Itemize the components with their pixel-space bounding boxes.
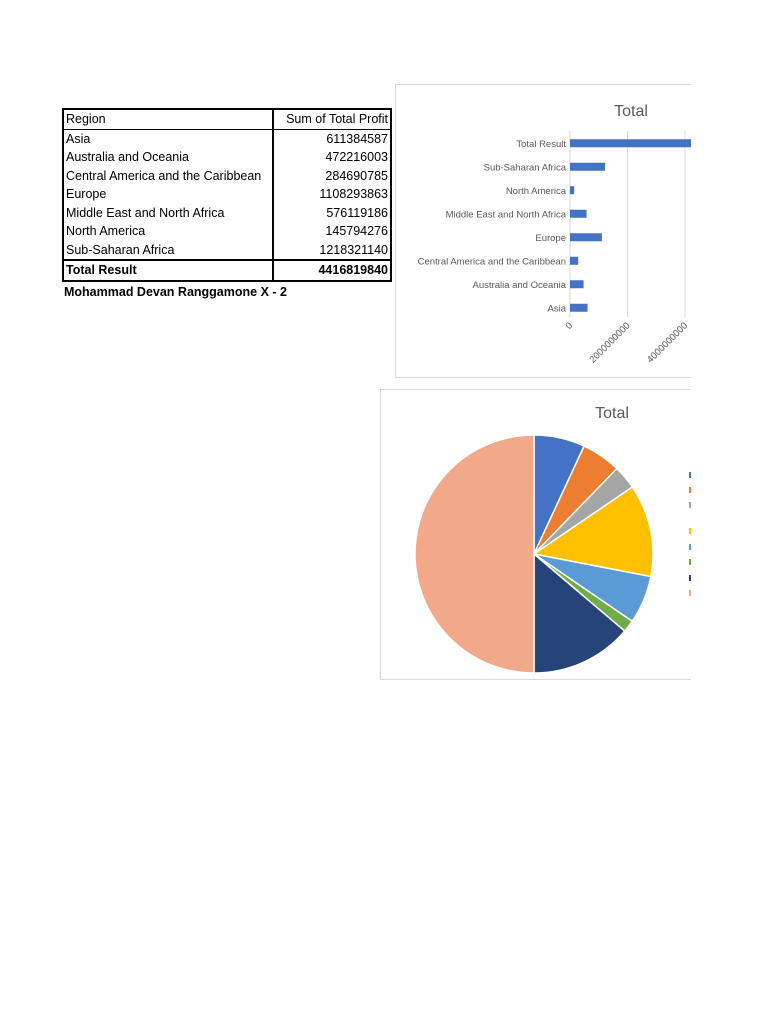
bar-category-label: Australia and Oceania (473, 280, 567, 291)
bar-category-label: Total Result (516, 139, 566, 150)
bar (570, 186, 575, 195)
table-row: Australia and Oceania 472216003 (62, 148, 392, 167)
pie-legend-marker (689, 590, 691, 596)
bar-x-tick-label: 2000000000 (587, 320, 632, 365)
table-header-row: Region Sum of Total Profit (62, 108, 392, 130)
pie-slice (532, 486, 654, 578)
table-row: Sub-Saharan Africa 1218321140 (62, 240, 392, 260)
bar-x-tick-label: 4000000000 (645, 320, 690, 365)
bar-chart: Total 0 2000000000 4000000000 Asia Australia … (395, 84, 691, 378)
row-profit: 145794276 (272, 222, 392, 241)
row-profit: 576119186 (272, 203, 392, 222)
bar-category-label: Asia (548, 303, 567, 314)
row-profit: 472216003 (272, 148, 392, 167)
total-region: Total Result (62, 259, 273, 282)
row-region: Central America and the Caribbean (62, 166, 273, 185)
bar (570, 233, 602, 242)
table-row: Asia 611384587 (62, 129, 392, 148)
pie-chart-title: Total (595, 405, 629, 422)
pie-legend-marker (689, 544, 691, 550)
pie-legend-marker (689, 472, 691, 478)
bar-category-label: Middle East and North Africa (446, 209, 567, 220)
pie-chart-svg: Total (414, 405, 691, 674)
row-region: Sub-Saharan Africa (62, 240, 273, 260)
table-total-row: Total Result 4416819840 (62, 259, 392, 282)
bar (570, 303, 588, 312)
table-body: Region Sum of Total Profit Asia 611384587… (62, 108, 392, 282)
pie-legend-marker (689, 528, 691, 534)
table-row: Middle East and North Africa 576119186 (62, 203, 392, 222)
row-profit: 284690785 (272, 166, 392, 185)
bar (570, 139, 691, 148)
bar-category-label: Europe (535, 233, 566, 244)
total-profit: 4416819840 (272, 259, 392, 282)
row-region: Asia (62, 129, 273, 148)
header-region: Region (62, 108, 273, 130)
pie-slice (533, 552, 626, 674)
table-row: Europe 1108293863 (62, 185, 392, 204)
bar (570, 162, 606, 171)
author-name: Mohammad Devan Ranggamone X - 2 (64, 285, 287, 299)
row-profit: 1218321140 (272, 240, 392, 260)
profit-table: Region Sum of Total Profit Asia 611384587… (62, 108, 392, 282)
row-region: North America (62, 222, 273, 241)
bar (570, 209, 587, 218)
row-region: Middle East and North Africa (62, 203, 273, 222)
table-row: Central America and the Caribbean 2846907… (62, 166, 392, 185)
pie-slice (414, 434, 535, 674)
row-profit: 1108293863 (272, 185, 392, 204)
bar (570, 280, 584, 289)
pie-legend-marker (689, 559, 691, 565)
pie-legend-marker (689, 575, 691, 581)
pie-legend-marker (689, 502, 691, 508)
bar-category-label: Central America and the Caribbean (418, 256, 566, 267)
bar-chart-svg: Total 0 2000000000 4000000000 Asia Australia … (418, 103, 691, 365)
bar-chart-title: Total (614, 103, 648, 120)
row-region: Australia and Oceania (62, 148, 273, 167)
bar (570, 256, 579, 265)
bar-x-tick-label: 0 (564, 320, 576, 332)
pie-legend-marker (689, 487, 691, 493)
pie-chart: Total (380, 389, 691, 680)
header-profit: Sum of Total Profit (272, 108, 392, 130)
table-row: North America 145794276 (62, 222, 392, 241)
row-region: Europe (62, 185, 273, 204)
bar-category-label: Sub-Saharan Africa (484, 162, 567, 173)
bar-category-label: North America (506, 186, 567, 197)
row-profit: 611384587 (272, 129, 392, 148)
